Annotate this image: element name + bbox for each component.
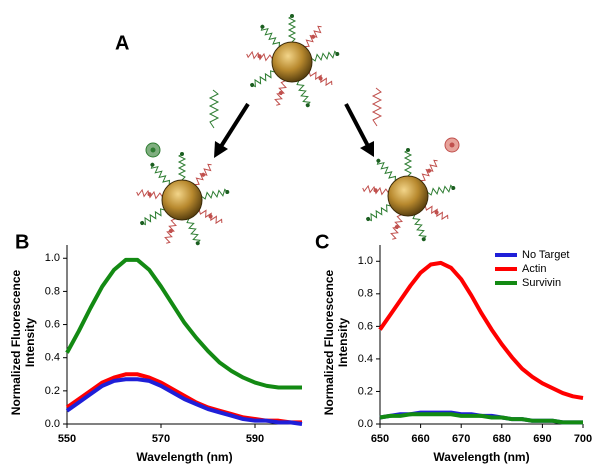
- chart: C 0.0 0.2 0.4 0.6 0.8 1.0 650 660 670 680 690 700 Wav…: [315, 231, 592, 464]
- data-line: [379, 412, 583, 425]
- x-axis-title: Wavelength (nm): [433, 450, 529, 464]
- x-tick-label: 700: [574, 433, 592, 445]
- y-tick-label: 0.6: [45, 318, 60, 330]
- y-axis-title: Normalized Fluorescence: [322, 269, 336, 415]
- data-line: [65, 257, 302, 390]
- y-tick-label: 0.2: [45, 385, 60, 397]
- x-tick-label: 690: [533, 433, 551, 445]
- data-line: [378, 260, 584, 400]
- data-line: [65, 377, 303, 426]
- y-tick-label: 1.0: [358, 255, 373, 267]
- x-tick-label: 570: [152, 433, 170, 445]
- nanoparticle: [362, 148, 456, 242]
- panel-label: B: [15, 231, 29, 253]
- free-strand: [371, 87, 383, 127]
- x-axis-title: Wavelength (nm): [136, 450, 232, 464]
- y-axis-title: Intensity: [23, 318, 37, 368]
- nanoparticle: [136, 152, 230, 246]
- legend-label: Actin: [522, 263, 546, 275]
- x-tick-label: 550: [58, 433, 76, 445]
- diagram: A: [115, 14, 460, 246]
- y-axis-title: Normalized Fluorescence: [9, 269, 23, 415]
- y-tick-label: 0.8: [45, 285, 60, 297]
- x-tick-label: 590: [246, 433, 264, 445]
- legend-label: No Target: [522, 249, 570, 261]
- nanoparticle: [246, 14, 340, 108]
- arrow: [218, 102, 250, 150]
- y-tick-label: 0.4: [45, 352, 60, 364]
- x-tick-label: 650: [371, 433, 389, 445]
- target-core: [150, 147, 156, 153]
- arrow-head: [360, 141, 374, 157]
- y-tick-label: 0.2: [358, 385, 373, 397]
- free-strand: [208, 89, 220, 129]
- x-tick-label: 670: [452, 433, 470, 445]
- arrow-head: [214, 141, 228, 158]
- y-tick-label: 0.6: [358, 320, 373, 332]
- y-axis-title: Intensity: [336, 318, 350, 368]
- legend-label: Survivin: [522, 277, 561, 289]
- arrow: [344, 103, 370, 147]
- y-tick-label: 0.8: [358, 288, 373, 300]
- x-tick-label: 660: [411, 433, 429, 445]
- panel-label: C: [315, 231, 329, 253]
- x-tick-label: 680: [493, 433, 511, 445]
- y-tick-label: 0.4: [358, 353, 373, 365]
- target-core: [449, 142, 455, 148]
- y-tick-label: 0.0: [358, 418, 373, 430]
- chart: B 0.0 0.2 0.4 0.6 0.8 1.0 550 570 590 Wavelength (…: [9, 231, 303, 464]
- y-tick-label: 0.0: [45, 418, 60, 430]
- y-tick-label: 1.0: [45, 252, 60, 264]
- panel-label: A: [115, 32, 129, 54]
